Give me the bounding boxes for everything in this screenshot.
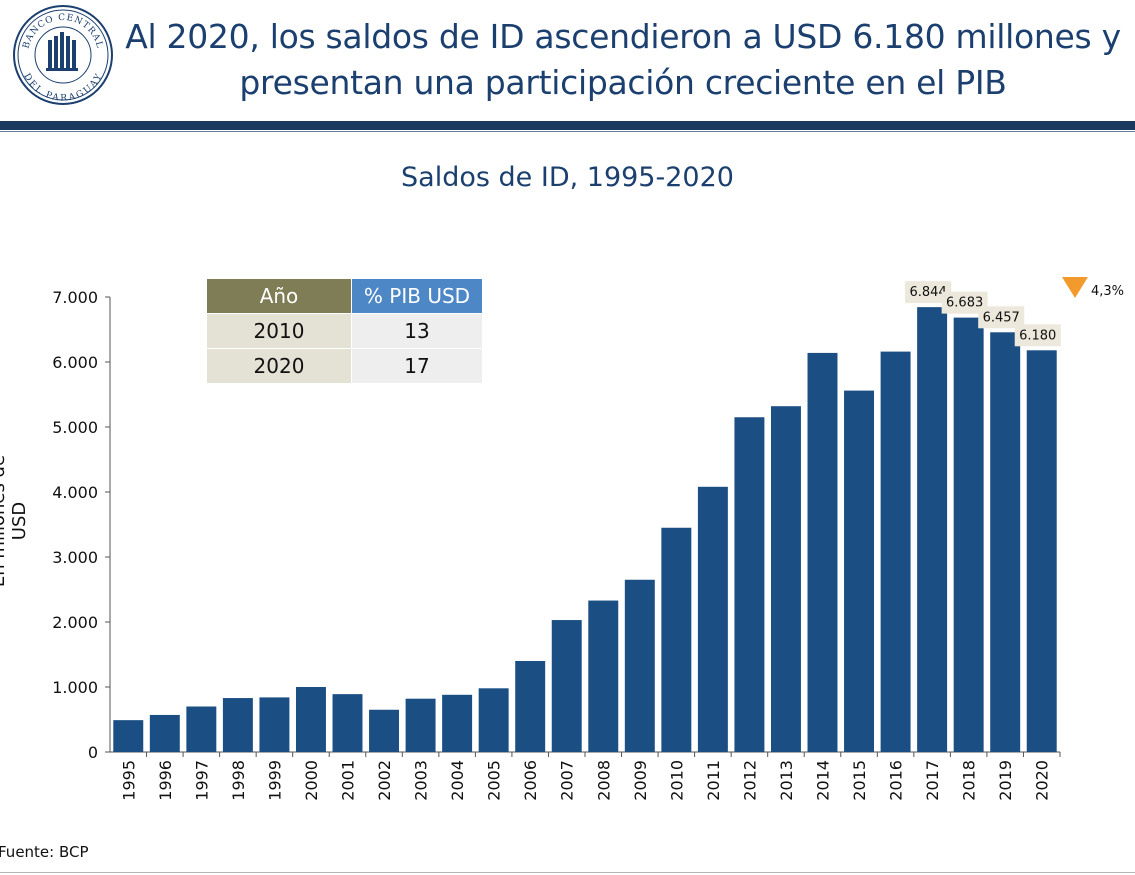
page-title-line-1: Al 2020, los saldos de ID ascendieron a … (125, 17, 1121, 56)
bar (734, 417, 765, 752)
x-tick-label: 1999 (265, 760, 284, 801)
x-tick-label: 2003 (412, 760, 431, 801)
x-tick-label: 2008 (594, 760, 613, 801)
bar (917, 307, 948, 752)
table-row: 2020 17 (206, 348, 483, 384)
bar (588, 600, 619, 752)
x-tick-label: 2009 (631, 760, 650, 801)
y-tick-label: 7.000 (52, 288, 98, 307)
x-tick-label: 2016 (887, 760, 906, 801)
x-tick-label: 2005 (485, 760, 504, 801)
y-tick-label: 5.000 (52, 418, 98, 437)
bar (149, 714, 180, 752)
x-tick-label: 1996 (156, 760, 175, 801)
bar (113, 720, 144, 752)
x-tick-label: 2013 (777, 760, 796, 801)
y-tick-label: 6.000 (52, 353, 98, 372)
x-tick-label: 2001 (339, 760, 358, 801)
bar (661, 527, 692, 752)
data-label: 6.844 (910, 285, 947, 300)
bar (1026, 350, 1057, 752)
y-tick-label: 4.000 (52, 483, 98, 502)
x-tick-label: 2012 (740, 760, 759, 801)
pib-table-header-row: Año % PIB USD (206, 278, 483, 314)
y-tick-label: 0 (88, 743, 98, 762)
data-label-box (905, 281, 952, 304)
bar (551, 620, 582, 752)
bar (332, 694, 363, 752)
x-tick-label: 1995 (119, 760, 138, 801)
bar (259, 697, 290, 752)
x-tick-label: 2007 (558, 760, 577, 801)
x-tick-label: 2011 (704, 760, 723, 801)
pib-table-header-pib: % PIB USD (351, 278, 483, 314)
x-tick-label: 2002 (375, 760, 394, 801)
change-indicator-text: 4,3% (1091, 284, 1124, 299)
bar (697, 486, 728, 752)
page-title: Al 2020, los saldos de ID ascendieron a … (118, 14, 1128, 106)
bar (770, 406, 801, 752)
y-tick-label: 2.000 (52, 613, 98, 632)
header-divider-thin (0, 131, 1135, 132)
pib-table-cell-pib: 17 (351, 348, 483, 384)
data-label-box (978, 306, 1025, 329)
page-title-line-2: presentan una participación creciente en… (239, 63, 1007, 102)
bar (624, 579, 655, 752)
table-row: 2010 13 (206, 313, 483, 349)
header-divider (0, 121, 1135, 130)
down-triangle-icon (1062, 277, 1088, 298)
pib-table-cell-year: 2010 (206, 313, 352, 349)
x-tick-label: 2019 (996, 760, 1015, 801)
x-tick-label: 2000 (302, 760, 321, 801)
bar (478, 688, 509, 752)
bar (405, 698, 436, 752)
bar (515, 661, 546, 752)
bar (222, 698, 253, 752)
x-tick-label: 2004 (448, 760, 467, 801)
y-tick-label: 3.000 (52, 548, 98, 567)
pib-table-cell-pib: 13 (351, 313, 483, 349)
bar (844, 390, 875, 752)
footer-divider (0, 872, 1135, 873)
x-tick-label: 2017 (923, 760, 942, 801)
data-label: 6.180 (1019, 328, 1056, 343)
bar (442, 694, 473, 752)
bar (990, 332, 1021, 752)
source-note: Fuente: BCP (0, 843, 89, 861)
bar (369, 709, 400, 752)
pib-table: Año % PIB USD 2010 13 2020 17 (206, 278, 483, 384)
data-label: 6.457 (983, 310, 1020, 325)
x-tick-label: 2015 (850, 760, 869, 801)
data-label: 6.683 (946, 296, 983, 311)
bar (295, 687, 326, 752)
x-tick-label: 2018 (960, 760, 979, 801)
bar (953, 317, 984, 752)
x-tick-label: 1998 (229, 760, 248, 801)
x-tick-label: 2014 (814, 760, 833, 801)
x-tick-label: 2020 (1033, 760, 1052, 801)
bar (880, 351, 911, 752)
y-tick-label: 1.000 (52, 678, 98, 697)
pib-table-header-year: Año (206, 278, 352, 314)
bcp-logo: BANCO CENTRAL DEL PARAGUAY (13, 5, 113, 105)
data-label-box (941, 291, 988, 314)
x-tick-label: 2006 (521, 760, 540, 801)
bar (186, 706, 217, 752)
bar (807, 352, 838, 752)
pib-table-cell-year: 2020 (206, 348, 352, 384)
data-label-box (1014, 324, 1061, 347)
x-tick-label: 2010 (667, 760, 686, 801)
x-tick-label: 1997 (192, 760, 211, 801)
chart-title: Saldos de ID, 1995-2020 (401, 162, 734, 193)
